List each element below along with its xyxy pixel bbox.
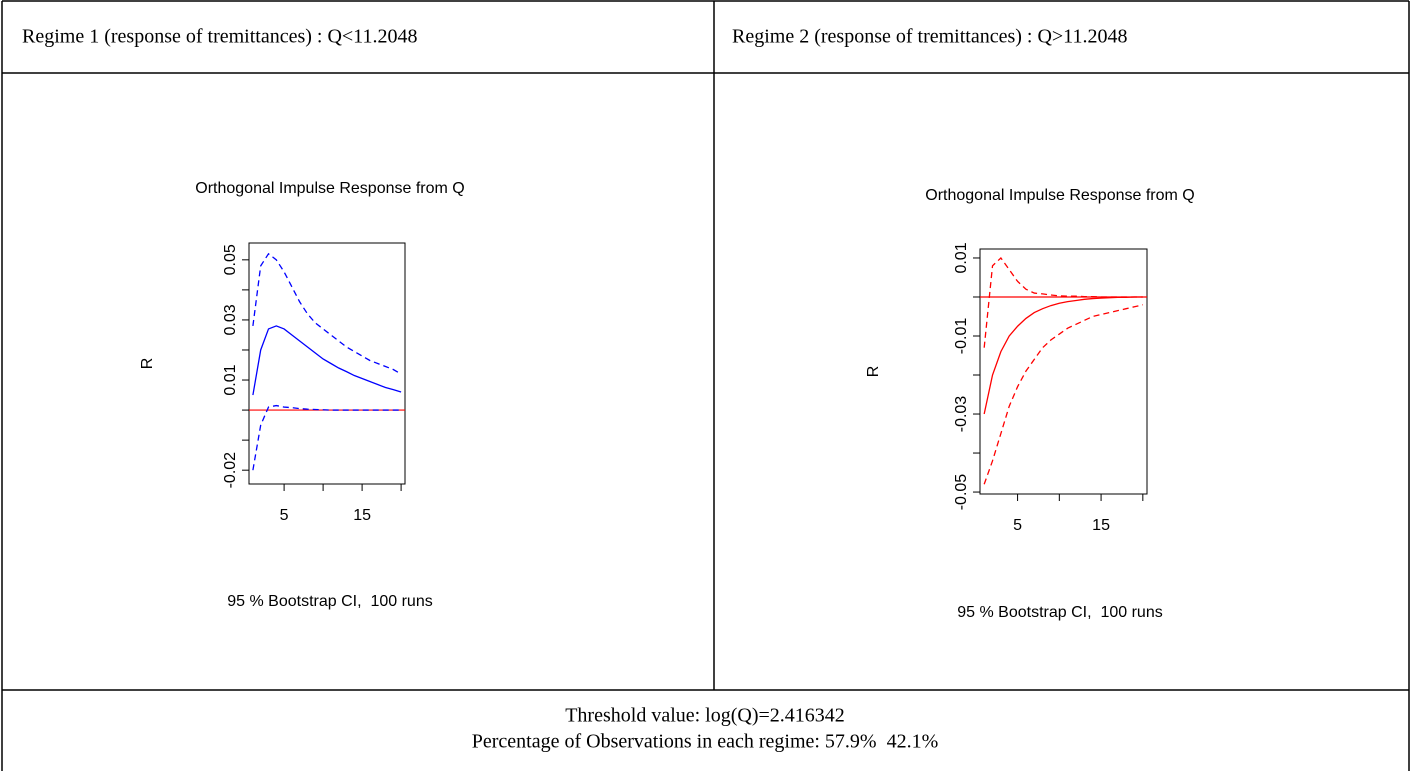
header-cell: Regime 2 (response of tremittances) : Q>… — [732, 26, 1127, 48]
y-tick-label: -0.01 — [953, 318, 970, 355]
series-line — [983, 256, 1143, 348]
y-tick-label: 0.01 — [953, 242, 970, 273]
footer-line: Percentage of Observations in each regim… — [472, 731, 939, 753]
series-line — [252, 404, 402, 471]
y-tick-label: -0.03 — [953, 396, 970, 433]
y-tick-label: 0.03 — [222, 304, 239, 335]
series-line — [983, 304, 1143, 485]
x-tick-label: 5 — [1013, 517, 1022, 534]
chart-subtitle: 95 % Bootstrap CI, 100 runs — [957, 604, 1162, 621]
y-tick-label: 0.01 — [222, 364, 239, 395]
footer-line: Threshold value: log(Q)=2.416342 — [565, 705, 845, 727]
plot-box — [979, 248, 1148, 495]
series-line — [252, 325, 402, 396]
y-axis-label: R — [865, 366, 882, 378]
series-line — [252, 252, 402, 375]
x-tick-label: 5 — [280, 507, 289, 524]
y-tick-label: -0.02 — [222, 452, 239, 489]
x-tick-label: 15 — [353, 507, 371, 524]
plot-box — [248, 242, 406, 485]
y-axis-label: R — [139, 358, 156, 370]
header-cell: Regime 1 (response of tremittances) : Q<… — [22, 26, 417, 48]
chart-subtitle: 95 % Bootstrap CI, 100 runs — [227, 593, 432, 610]
x-tick-label: 15 — [1092, 517, 1110, 534]
chart-title: Orthogonal Impulse Response from Q — [195, 180, 464, 197]
y-tick-label: 0.05 — [222, 244, 239, 275]
chart-title: Orthogonal Impulse Response from Q — [925, 187, 1194, 204]
y-tick-label: -0.05 — [953, 474, 970, 511]
